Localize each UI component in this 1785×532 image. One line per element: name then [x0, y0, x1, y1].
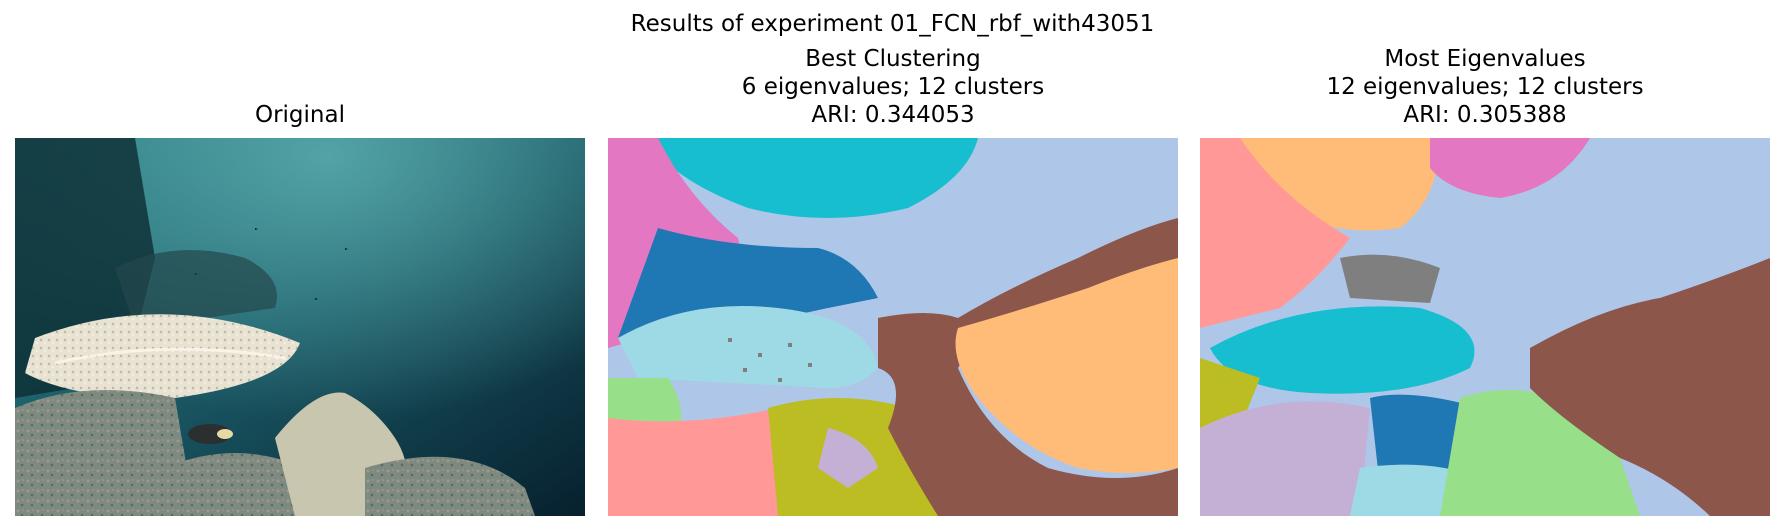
panel-title-line: Original [254, 102, 345, 128]
figure-suptitle: Results of experiment 01_FCN_rbf_with430… [630, 11, 1155, 37]
panel-title-line: Best Clustering [805, 46, 981, 72]
panel-best-clustering: Best Clustering 6 eigenvalues; 12 cluste… [608, 0, 1178, 532]
panel-original: Original [15, 0, 585, 532]
panel-title-line: 12 eigenvalues; 12 clusters [1326, 74, 1644, 100]
panel-title-line: 6 eigenvalues; 12 clusters [741, 74, 1045, 100]
most-eigenvalues-map [1200, 138, 1770, 516]
best-clustering-map [608, 138, 1178, 516]
panel-title-line: Most Eigenvalues [1384, 46, 1586, 72]
panel-most-eigenvalues: Most Eigenvalues 12 eigenvalues; 12 clus… [1200, 0, 1770, 532]
original-photo [15, 138, 585, 516]
panel-title-line: ARI: 0.344053 [811, 102, 975, 128]
panel-title-line: ARI: 0.305388 [1403, 102, 1567, 128]
